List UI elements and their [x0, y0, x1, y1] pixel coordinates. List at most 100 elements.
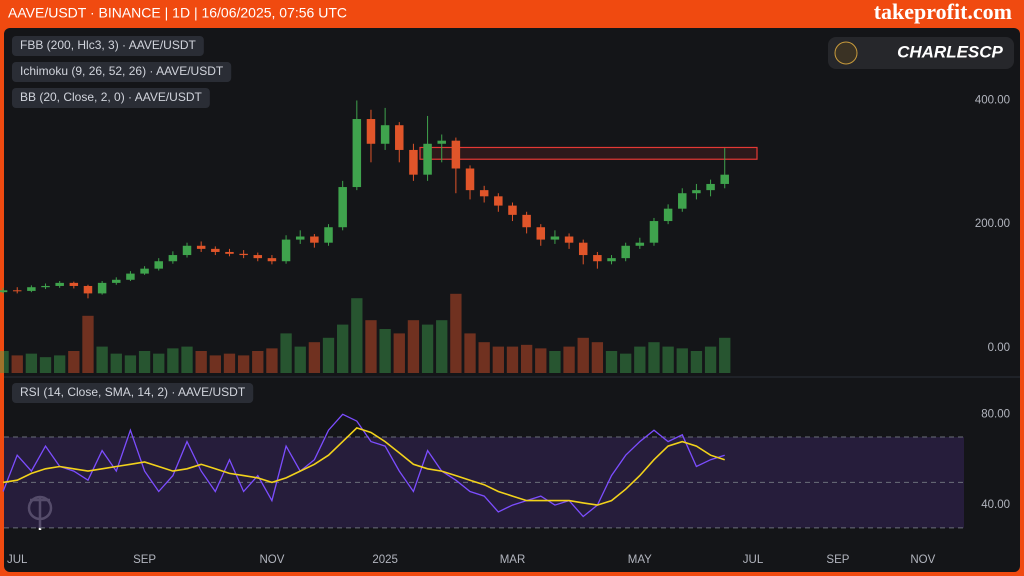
volume-bar [365, 320, 377, 373]
volume-bar [195, 351, 207, 373]
candle-body [692, 190, 701, 194]
candle-body [338, 187, 347, 228]
candle-body [168, 255, 178, 262]
candle-body [494, 196, 503, 206]
candle-body [564, 236, 574, 243]
candle-body [0, 290, 8, 293]
volume-bar [549, 351, 561, 373]
candle-body [508, 205, 517, 215]
candle-body [27, 287, 36, 291]
x-tick-label: MAR [500, 554, 526, 566]
volume-bar [39, 357, 52, 373]
volume-bar [82, 315, 94, 373]
volume-bar [634, 346, 646, 373]
volume-bar [252, 351, 264, 373]
candle-body [621, 245, 630, 259]
candle-body [437, 140, 446, 144]
indicator-label: RSI (14, Close, SMA, 14, 2) · AAVE/USDT [20, 385, 246, 399]
volume-bar [492, 346, 504, 373]
volume-bar [96, 346, 108, 373]
candle-body [607, 258, 616, 262]
logo-text: CHARLESCP [897, 42, 1003, 61]
volume-bar [620, 353, 632, 373]
y-tick-label: 0.00 [988, 342, 1010, 354]
volume-bar [591, 342, 604, 373]
resistance-zone [419, 146, 758, 160]
volume-bar [690, 351, 703, 373]
volume-bar [662, 346, 674, 373]
candle-body [83, 285, 93, 294]
volume-bar [407, 320, 420, 373]
rsi-line [2, 413, 725, 518]
candle-body [267, 258, 277, 262]
x-tick-label: JUL [7, 554, 28, 566]
volume-bar [478, 342, 490, 373]
candle-body [352, 119, 362, 188]
x-tick-label: 2025 [372, 554, 398, 566]
volume-bar [138, 351, 151, 373]
volume-bar [676, 348, 688, 373]
volume-bar [421, 324, 434, 373]
candle-body [366, 119, 376, 144]
candle-body [380, 125, 390, 144]
candle-body [310, 236, 319, 243]
volume-bar [719, 337, 731, 373]
volume-bar [68, 351, 80, 373]
y-tick-label: 200.00 [975, 218, 1010, 230]
candle-body [578, 242, 588, 256]
candle-body [69, 282, 79, 286]
candle-body [678, 193, 687, 209]
volume-bar [266, 348, 278, 373]
volume-bar [535, 348, 547, 373]
volume-bar [54, 355, 66, 373]
y-tick-label: 400.00 [975, 95, 1010, 107]
candle-body [182, 245, 192, 256]
candle-body [465, 168, 475, 191]
volume-bar [209, 355, 221, 373]
candle-body [593, 255, 602, 262]
candle-body [12, 290, 22, 292]
volume-bar [464, 333, 476, 373]
candle-body [55, 282, 64, 286]
indicator-label: FBB (200, Hlc3, 3) · AAVE/USDT [20, 38, 196, 52]
volume-bar [450, 293, 462, 373]
candle-body [211, 248, 220, 252]
volume-bar [648, 342, 660, 373]
volume-bar [110, 353, 122, 373]
volume-bar [704, 346, 717, 373]
brand: takeprofit.com [874, 0, 1012, 24]
volume-bar [237, 355, 250, 373]
volume-bar [379, 329, 391, 373]
indicator-pill [12, 62, 232, 82]
volume-bar [0, 351, 9, 373]
volume-bar [520, 344, 533, 373]
volume-bar [351, 298, 363, 373]
candle-body [41, 285, 50, 288]
candle-body [550, 236, 560, 240]
candle-body [706, 183, 715, 191]
rsi-sma-line [2, 426, 725, 506]
candle-body [663, 208, 673, 222]
candle-body [423, 143, 432, 175]
x-tick-label: NOV [259, 554, 284, 566]
volume-bar [223, 353, 236, 373]
logo-box [828, 37, 1014, 69]
candle-body [522, 214, 531, 228]
candle-body [140, 268, 149, 274]
indicator-label: Ichimoku (9, 26, 52, 26) · AAVE/USDT [20, 64, 224, 78]
candle-body [720, 174, 729, 184]
indicator-label: BB (20, Close, 2, 0) · AAVE/USDT [20, 90, 203, 104]
x-tick-label: SEP [826, 554, 849, 566]
x-tick-label: JUL [743, 554, 764, 566]
y-tick-label: 80.00 [981, 408, 1010, 420]
candle-body [409, 149, 418, 175]
volume-bar [11, 355, 23, 373]
volume-bar [563, 346, 575, 373]
candle-body [126, 273, 135, 280]
candle-body [635, 242, 645, 246]
volume-bar [167, 348, 179, 373]
x-tick-label: SEP [133, 554, 156, 566]
volume-bar [25, 353, 38, 373]
header-title: AAVE/USDT · BINANCE | 1D | 16/06/2025, 0… [8, 5, 347, 21]
volume-bar [181, 346, 193, 373]
